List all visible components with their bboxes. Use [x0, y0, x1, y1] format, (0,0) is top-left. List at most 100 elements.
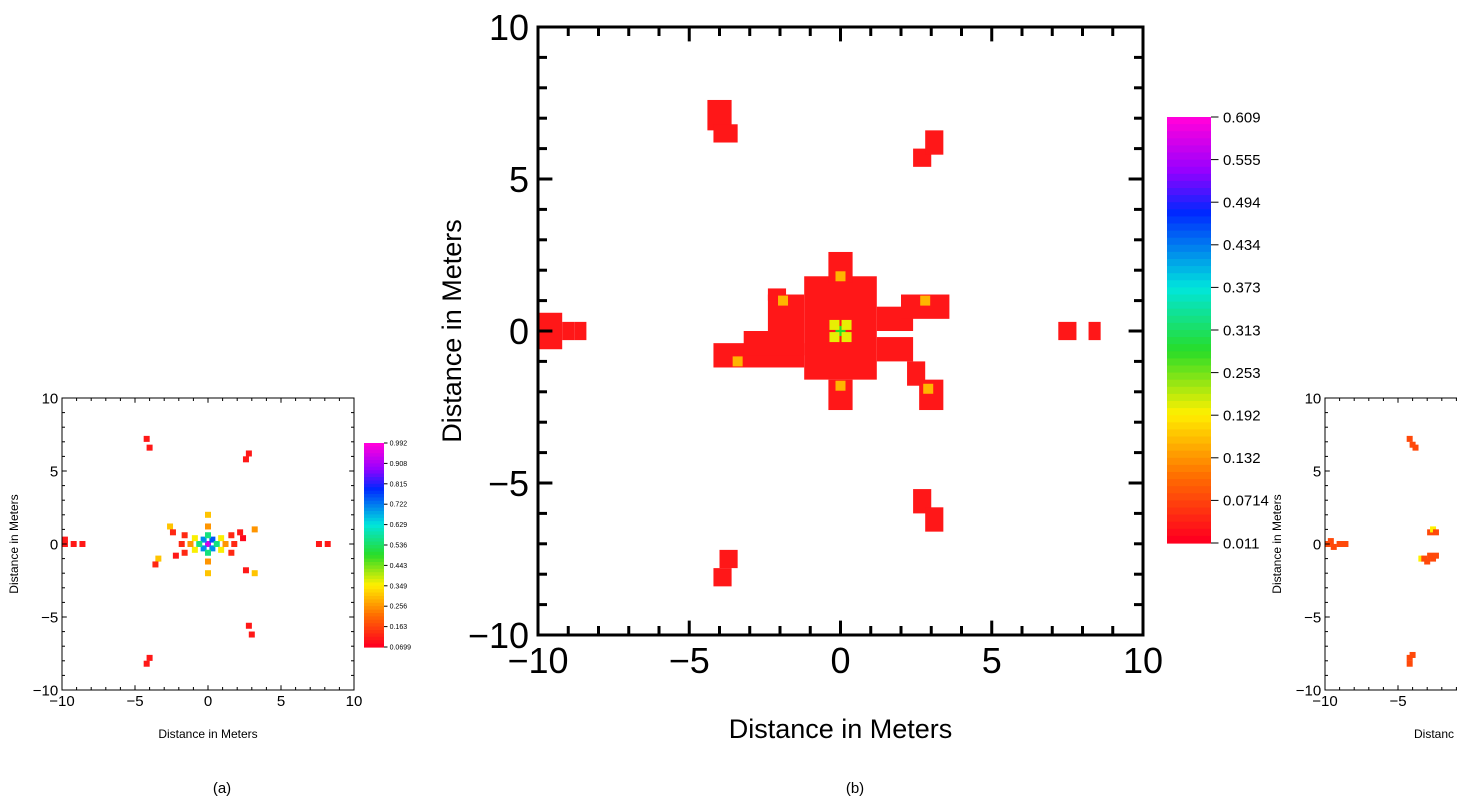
- heatmap-cell: [835, 326, 846, 336]
- colorbar-segment: [364, 528, 384, 532]
- heatmap-cell: [218, 535, 225, 542]
- heatmap-region: [713, 568, 732, 587]
- colorbar-segment: [364, 538, 384, 543]
- x-tick-label: −10: [1312, 693, 1337, 710]
- heatmap-cell: [923, 383, 934, 394]
- x-tick-label: −5: [669, 640, 710, 681]
- colorbar-segment: [364, 483, 384, 488]
- y-tick-label: −10: [468, 615, 529, 656]
- colorbar-segment: [364, 480, 384, 485]
- heatmap-region: [1058, 321, 1077, 341]
- colorbar-tick-label: 0.443: [390, 563, 408, 570]
- heatmap-cell: [1412, 444, 1419, 451]
- x-tick-label: −10: [507, 640, 568, 681]
- colorbar-segment: [364, 463, 384, 468]
- heatmap-cell: [251, 570, 258, 577]
- colorbar-tick-label: 0.992: [390, 440, 408, 447]
- heatmap-cell: [245, 622, 252, 629]
- heatmap-cell: [205, 558, 211, 565]
- heatmap-cell: [242, 567, 249, 574]
- colorbar-segment: [364, 619, 384, 624]
- colorbar-segment: [1167, 479, 1211, 487]
- colorbar-tick-label: 0.132: [1223, 450, 1261, 467]
- colorbar-segment: [364, 558, 384, 563]
- heatmap-cell: [841, 332, 852, 343]
- colorbar-segment: [364, 599, 384, 604]
- colorbar-tick-label: 0.349: [390, 583, 408, 590]
- colorbar-tick-label: 0.908: [390, 461, 408, 468]
- colorbar-segment: [364, 453, 384, 458]
- colorbar-segment: [1167, 464, 1211, 473]
- heatmap-region: [574, 321, 587, 341]
- colorbar-segment: [364, 511, 384, 515]
- colorbar-segment: [1167, 301, 1211, 310]
- colorbar-segment: [1167, 117, 1211, 125]
- heatmap-cell: [146, 444, 153, 451]
- colorbar-segment: [364, 548, 384, 553]
- colorbar-segment: [1167, 507, 1211, 516]
- colorbar-segment: [364, 470, 384, 475]
- heatmap-region: [713, 124, 738, 143]
- colorbar-segment: [364, 541, 384, 546]
- heatmap-region: [1088, 321, 1101, 341]
- colorbar-tick-label: 0.313: [1223, 322, 1261, 339]
- heatmap-cell: [143, 660, 150, 667]
- heatmap-cell: [1432, 529, 1439, 536]
- colorbar-segment: [1167, 237, 1211, 246]
- heatmap-cell: [172, 552, 179, 559]
- y-tick-label: 0: [509, 311, 529, 352]
- heatmap-cell: [143, 435, 150, 442]
- colorbar-segment: [1167, 408, 1211, 416]
- colorbar-segment: [364, 579, 384, 583]
- colorbar-segment: [1167, 535, 1211, 544]
- colorbar-segment: [1167, 259, 1211, 267]
- colorbar-segment: [1167, 393, 1211, 402]
- colorbar-segment: [364, 507, 384, 512]
- heatmap-cell: [218, 546, 225, 553]
- heatmap-cell: [242, 456, 249, 463]
- heatmap-cell: [155, 555, 162, 562]
- heatmap-cell: [237, 529, 244, 536]
- heatmap-cell: [152, 561, 159, 568]
- heatmap-cell: [228, 532, 235, 539]
- colorbar-tick-label: 0.011: [1223, 535, 1259, 552]
- heatmap-cell: [178, 541, 185, 547]
- heatmap-cell: [196, 541, 203, 547]
- colorbar-segment: [1167, 372, 1211, 381]
- colorbar-segment: [1167, 315, 1211, 324]
- colorbar-segment: [364, 602, 384, 607]
- colorbar-tick-label: 0.0714: [1223, 493, 1269, 510]
- colorbar-segment: [1167, 173, 1211, 182]
- colorbar-segment: [1167, 436, 1211, 445]
- heatmap-cell: [209, 536, 216, 543]
- y-tick-label: 0: [1313, 536, 1321, 553]
- colorbar-segment: [364, 514, 384, 519]
- colorbar-segment: [1167, 195, 1211, 203]
- colorbar-tick-label: 0.494: [1223, 194, 1261, 211]
- heatmap-cell: [240, 535, 247, 542]
- heatmap-region: [743, 331, 805, 356]
- heatmap-cell: [732, 356, 743, 367]
- colorbar-segment: [1167, 294, 1211, 303]
- colorbar-segment: [364, 504, 384, 509]
- colorbar-segment: [1167, 251, 1211, 260]
- heatmap-region: [876, 337, 914, 362]
- colorbar-segment: [1167, 493, 1211, 501]
- y-tick-label: 10: [42, 390, 59, 407]
- colorbar-segment: [364, 609, 384, 614]
- colorbar-tick-label: 0.536: [390, 542, 408, 549]
- x-tick-label: −10: [49, 693, 74, 710]
- heatmap-cell: [181, 549, 188, 556]
- colorbar-segment: [1167, 337, 1211, 345]
- colorbar-segment: [364, 551, 384, 556]
- heatmap-cell: [205, 523, 211, 530]
- y-tick-label: −10: [33, 682, 58, 699]
- colorbar-segment: [1167, 351, 1211, 359]
- colorbar-segment: [1167, 401, 1211, 409]
- x-tick-label: 10: [1123, 640, 1163, 681]
- colorbar-tick-label: 0.555: [1223, 152, 1261, 169]
- heatmap-cell: [191, 535, 198, 542]
- colorbar-segment: [364, 585, 384, 590]
- colorbar-segment: [1167, 422, 1211, 430]
